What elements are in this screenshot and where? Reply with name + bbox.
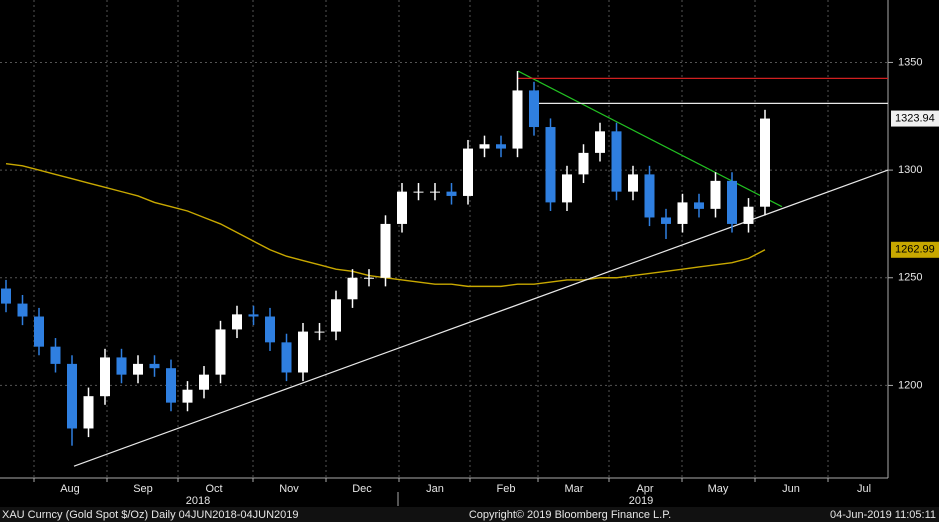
x-tick-label: Jun (782, 483, 800, 495)
candle-body (149, 363, 160, 369)
y-tick-label: 1250 (898, 272, 922, 284)
candle-body (512, 90, 523, 149)
candle-body (100, 357, 110, 397)
footer-right: 04-Jun-2019 11:05:11 (830, 509, 936, 521)
candle-body (232, 314, 242, 330)
year-label: 2018 (186, 495, 210, 507)
candle-body (215, 329, 226, 375)
candle-body (413, 191, 424, 193)
x-tick-label: Jul (857, 483, 871, 495)
ma-price-box (891, 241, 939, 258)
candle-body (50, 346, 61, 364)
x-tick-label: Mar (565, 483, 584, 495)
candle-body (347, 277, 358, 300)
candle-body (331, 299, 341, 332)
x-tick-label: Apr (636, 483, 653, 495)
candle-body (595, 131, 605, 153)
candle-body (661, 217, 671, 224)
x-tick-label: Nov (279, 483, 299, 495)
x-tick-label: Jan (426, 483, 444, 495)
candle-body (578, 152, 589, 175)
x-tick-label: Dec (352, 483, 372, 495)
candle-body (17, 303, 28, 317)
candle-body (743, 206, 754, 224)
candle-body (430, 191, 440, 193)
candle-body (116, 357, 127, 375)
footer-bar (0, 507, 939, 522)
candle-body (199, 374, 209, 390)
candle-body (644, 174, 655, 218)
y-tick-label: 1300 (898, 164, 922, 176)
x-tick-label: Feb (497, 483, 516, 495)
candle-body (265, 316, 275, 343)
candle-body (694, 202, 704, 209)
ma-price: 1262.99 (895, 244, 935, 256)
candle-body (545, 127, 556, 203)
candle-body (710, 180, 721, 209)
footer-center: Copyright© 2019 Bloomberg Finance L.P. (469, 509, 671, 521)
footer-left: XAU Curncy (Gold Spot $/Oz) Daily 04JUN2… (2, 509, 299, 521)
candle-body (479, 144, 490, 149)
candle-body (1, 288, 11, 304)
candle-body (281, 342, 292, 373)
candle-body (83, 396, 94, 429)
candle-body (397, 191, 407, 224)
last-price-box (891, 110, 939, 127)
trend-line (517, 70, 783, 208)
candle-body (760, 118, 770, 207)
candle-body (248, 314, 259, 317)
candle-body (364, 277, 374, 279)
candle-body (314, 331, 325, 333)
x-tick-label: Aug (60, 483, 80, 495)
candle-body (133, 363, 143, 375)
candle-body (463, 148, 473, 196)
candle-body (496, 144, 506, 149)
candle-body (529, 90, 539, 128)
year-label: 2019 (629, 495, 653, 507)
candle-body (611, 131, 622, 192)
y-tick-label: 1200 (898, 379, 922, 391)
candle-body (182, 389, 193, 403)
candle-body (677, 202, 688, 224)
candle-body (562, 174, 572, 203)
candle-body (166, 368, 176, 403)
candle-body (446, 191, 457, 196)
candle-body (34, 316, 44, 347)
grid (0, 0, 888, 478)
candle-body (67, 363, 77, 429)
last-price: 1323.94 (895, 112, 935, 124)
candle-body (298, 331, 308, 373)
x-tick-label: Oct (205, 483, 222, 495)
x-tick-label: Sep (133, 483, 153, 495)
candle-body (380, 223, 391, 278)
y-tick-label: 1350 (898, 56, 922, 68)
x-tick-label: May (708, 483, 729, 495)
candle-body (628, 174, 638, 192)
candle-body (727, 180, 737, 224)
